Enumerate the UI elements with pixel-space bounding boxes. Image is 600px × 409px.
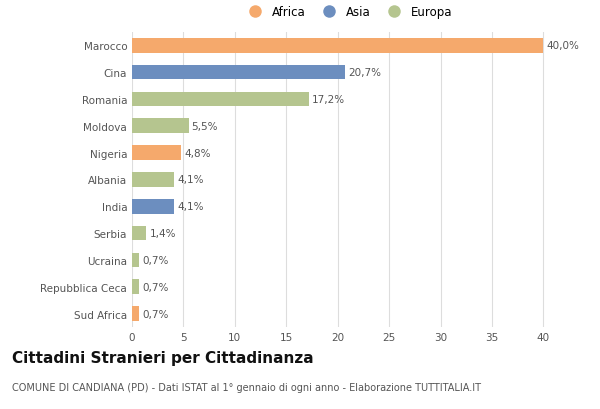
Text: 5,5%: 5,5% — [191, 121, 218, 131]
Text: 0,7%: 0,7% — [142, 255, 169, 265]
Bar — [132, 199, 174, 214]
Text: 40,0%: 40,0% — [547, 41, 580, 51]
Bar — [132, 119, 188, 134]
Text: 20,7%: 20,7% — [348, 68, 381, 78]
Bar — [132, 39, 544, 54]
Bar — [132, 92, 309, 107]
Text: 4,1%: 4,1% — [177, 202, 204, 212]
Text: 0,7%: 0,7% — [142, 282, 169, 292]
Text: 1,4%: 1,4% — [149, 229, 176, 238]
Bar — [132, 306, 139, 321]
Text: COMUNE DI CANDIANA (PD) - Dati ISTAT al 1° gennaio di ogni anno - Elaborazione T: COMUNE DI CANDIANA (PD) - Dati ISTAT al … — [12, 382, 481, 392]
Text: 4,1%: 4,1% — [177, 175, 204, 185]
Text: 0,7%: 0,7% — [142, 309, 169, 319]
Bar — [132, 146, 181, 161]
Bar — [132, 173, 174, 187]
Bar — [132, 253, 139, 267]
Bar — [132, 280, 139, 294]
Text: 17,2%: 17,2% — [312, 94, 345, 105]
Legend: Africa, Asia, Europa: Africa, Asia, Europa — [241, 3, 455, 21]
Text: Cittadini Stranieri per Cittadinanza: Cittadini Stranieri per Cittadinanza — [12, 350, 314, 365]
Text: 4,8%: 4,8% — [184, 148, 211, 158]
Bar — [132, 226, 146, 241]
Bar — [132, 65, 345, 80]
